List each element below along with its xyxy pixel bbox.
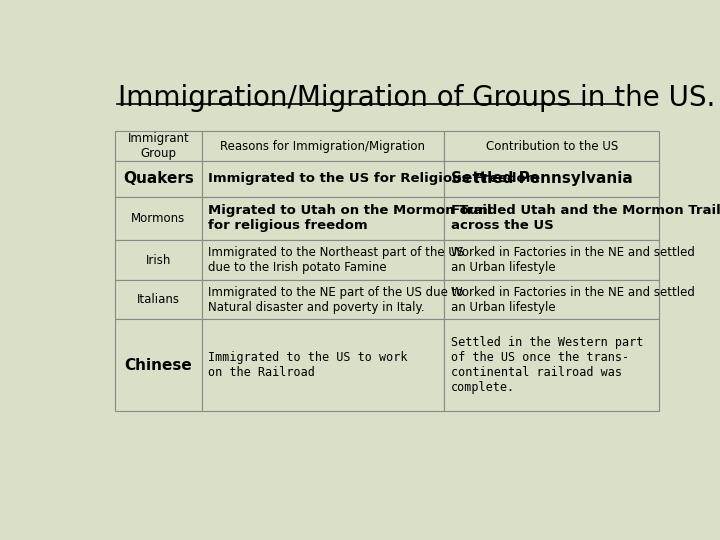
Text: Mormons: Mormons [131, 212, 186, 225]
Bar [115, 161, 202, 197]
Text: Italians: Italians [137, 293, 180, 306]
Bar [115, 131, 202, 161]
Bar [202, 280, 444, 319]
Text: Worked in Factories in the NE and settled
an Urban lifestyle: Worked in Factories in the NE and settle… [451, 246, 695, 274]
Bar [202, 240, 444, 280]
Text: Irish: Irish [145, 253, 171, 267]
Bar [115, 131, 202, 161]
Text: Immigration/Migration of Groups in the US.: Immigration/Migration of Groups in the U… [118, 84, 715, 112]
Text: Founded Utah and the Mormon Trail
across the US: Founded Utah and the Mormon Trail across… [451, 205, 720, 232]
Bar [444, 240, 660, 280]
Bar [115, 161, 202, 197]
Bar [444, 280, 660, 319]
Text: Settled Pennsylvania: Settled Pennsylvania [451, 171, 633, 186]
Bar [202, 280, 444, 319]
Text: Migrated to Utah on the Mormon Trail
for religious freedom: Migrated to Utah on the Mormon Trail for… [208, 205, 492, 232]
Bar [444, 280, 660, 319]
Text: Immigrated to the US for Religious Freedom: Immigrated to the US for Religious Freed… [208, 172, 540, 185]
Bar [444, 131, 660, 161]
Text: Worked in Factories in the NE and settled
an Urban lifestyle: Worked in Factories in the NE and settle… [451, 286, 695, 314]
Bar [202, 161, 444, 197]
Text: Immigrant
Group: Immigrant Group [127, 132, 189, 160]
Bar [444, 161, 660, 197]
Text: Immigrated to the NE part of the US due to
Natural disaster and poverty in Italy: Immigrated to the NE part of the US due … [208, 286, 464, 314]
Text: Settled in the Western part
of the US once the trans-
continental railroad was
c: Settled in the Western part of the US on… [451, 336, 644, 394]
Bar [202, 161, 444, 197]
Bar [115, 240, 202, 280]
Text: Immigrated to the US to work
on the Railroad: Immigrated to the US to work on the Rail… [208, 351, 408, 379]
Bar [444, 240, 660, 280]
Bar [115, 280, 202, 319]
Bar [444, 131, 660, 161]
Bar [202, 131, 444, 161]
Text: Contribution to the US: Contribution to the US [485, 140, 618, 153]
Text: Chinese: Chinese [125, 357, 192, 373]
Bar [202, 131, 444, 161]
Bar [115, 240, 202, 280]
Bar [202, 240, 444, 280]
Bar [115, 280, 202, 319]
Bar [444, 161, 660, 197]
Text: Quakers: Quakers [123, 171, 194, 186]
Text: Immigrated to the Northeast part of the US
due to the Irish potato Famine: Immigrated to the Northeast part of the … [208, 246, 464, 274]
Text: Reasons for Immigration/Migration: Reasons for Immigration/Migration [220, 140, 426, 153]
